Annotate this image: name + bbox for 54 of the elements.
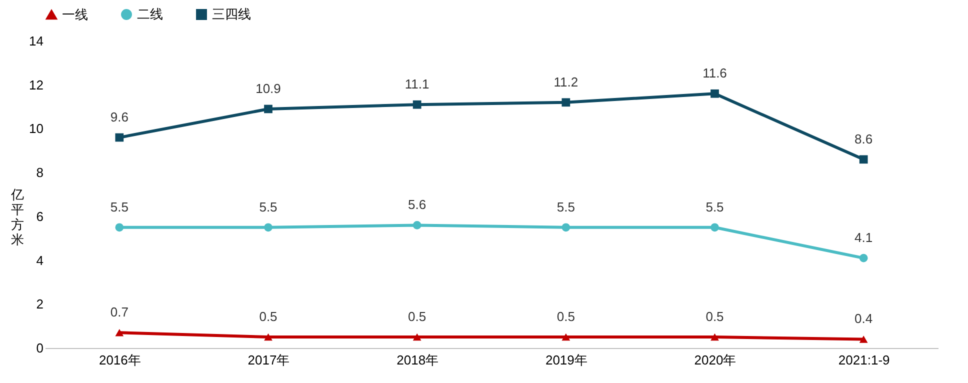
point [859,336,868,343]
data-label: 0.5 [259,309,278,324]
legend-label: 一线 [62,6,88,22]
y-tick-label: 6 [36,208,44,224]
legend-label: 三四线 [212,6,251,22]
y-tick-label: 14 [29,34,44,48]
point [115,329,124,336]
point [562,223,570,232]
data-label: 11.2 [554,74,578,90]
data-label: 10.9 [256,80,281,96]
y-tick-label: 0 [36,340,44,356]
x-tick-label: 2021:1-9 [838,352,890,368]
point [412,333,422,341]
data-label: 0.5 [706,309,724,324]
data-label: 5.6 [408,197,426,212]
y-tick-label: 4 [36,252,44,268]
x-tick-label: 2018年 [396,352,439,368]
data-label: 5.5 [706,199,724,214]
point [562,98,570,107]
point [264,333,272,341]
data-label: 0.5 [556,309,575,324]
data-label: 0.4 [854,311,873,326]
x-tick-label: 2020年 [694,352,736,368]
data-label: 5.5 [259,199,278,214]
legend-label: 二线 [137,6,163,22]
y-axis-title: 亿平方米 [10,187,24,247]
y-tick-label: 8 [36,165,44,180]
data-label: 11.6 [702,66,727,81]
data-label: 0.5 [408,309,426,324]
point [412,221,422,230]
point [710,223,719,232]
y-tick-label: 2 [36,296,44,312]
point [115,223,124,232]
point [412,100,422,109]
y-tick-label: 10 [29,121,44,136]
point [859,155,868,164]
point [264,104,272,114]
x-tick-label: 2016年 [98,352,141,368]
data-label: 9.6 [110,109,128,124]
point [115,133,124,142]
data-label: 0.7 [110,304,128,320]
data-label: 5.5 [556,199,575,214]
x-tick-label: 2017年 [248,352,290,368]
data-label: 5.5 [110,199,128,214]
data-label: 4.1 [854,230,873,246]
data-label: 8.6 [854,131,873,146]
data-label: 11.1 [404,76,430,92]
point [859,254,868,262]
y-tick-label: 12 [29,77,44,92]
point [710,89,719,98]
point [264,223,272,232]
x-tick-label: 2019年 [545,352,588,368]
point [710,333,719,341]
point [562,333,570,341]
